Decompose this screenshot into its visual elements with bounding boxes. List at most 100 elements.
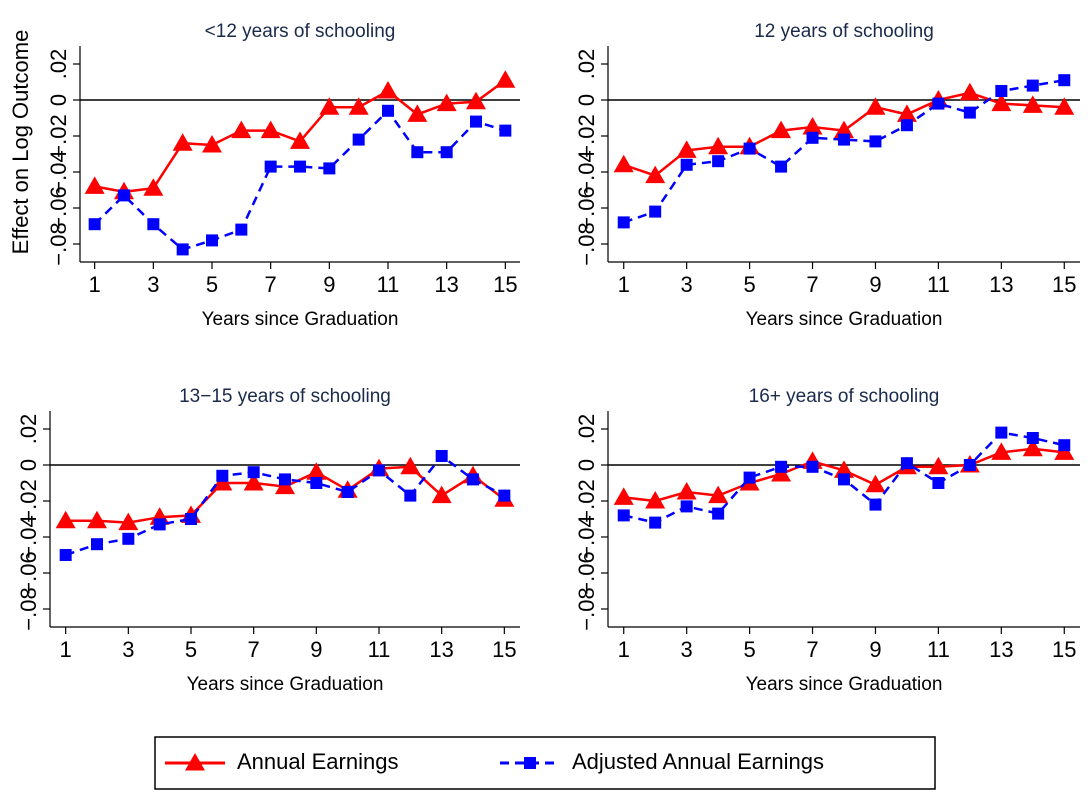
- x-tick-label: 3: [122, 637, 134, 662]
- x-tick-label: 1: [89, 272, 101, 297]
- marker-square: [524, 757, 536, 769]
- marker-square: [373, 464, 385, 477]
- marker-triangle: [319, 97, 340, 115]
- marker-triangle: [378, 81, 398, 99]
- marker-triangle: [991, 442, 1012, 460]
- x-axis-label: Years since Graduation: [202, 309, 399, 330]
- marker-square: [147, 218, 160, 231]
- marker-triangle: [84, 176, 105, 194]
- x-tick-label: 11: [927, 637, 950, 662]
- x-tick-label: 9: [869, 637, 881, 662]
- marker-square: [680, 158, 693, 171]
- y-tick-label: 0: [16, 459, 41, 471]
- marker-triangle: [1054, 97, 1075, 115]
- marker-square: [499, 124, 512, 137]
- marker-square: [118, 189, 130, 202]
- marker-square: [963, 106, 976, 119]
- x-axis-label: Years since Graduation: [746, 674, 943, 695]
- marker-square: [404, 489, 417, 502]
- marker-triangle: [708, 136, 729, 155]
- marker-triangle: [613, 154, 634, 173]
- marker-square: [932, 477, 945, 489]
- marker-triangle: [290, 131, 310, 149]
- y-tick-label: −.02: [574, 114, 599, 157]
- marker-square: [467, 473, 479, 486]
- marker-triangle: [400, 456, 421, 475]
- marker-square: [900, 119, 913, 132]
- marker-square: [900, 457, 913, 470]
- marker-square: [838, 133, 850, 146]
- marker-square: [435, 450, 448, 462]
- marker-triangle: [613, 487, 634, 505]
- x-tick-label: 11: [368, 637, 391, 662]
- marker-square: [712, 507, 725, 520]
- marker-square: [806, 460, 819, 473]
- x-tick-label: 11: [377, 272, 400, 297]
- marker-triangle: [865, 474, 886, 493]
- y-tick-label: −.04: [574, 150, 599, 193]
- marker-square: [440, 146, 453, 159]
- x-tick-label: 3: [681, 272, 693, 297]
- marker-square: [153, 518, 166, 531]
- x-tick-label: 9: [323, 272, 335, 297]
- marker-triangle: [231, 120, 252, 139]
- marker-triangle: [1022, 95, 1043, 113]
- marker-triangle: [708, 485, 729, 504]
- marker-triangle: [645, 165, 666, 184]
- marker-triangle: [172, 133, 193, 151]
- y-tick-label: −.04: [574, 515, 599, 558]
- marker-square: [411, 146, 424, 159]
- marker-square: [1026, 79, 1039, 92]
- marker-square: [310, 477, 323, 489]
- x-tick-label: 1: [618, 272, 630, 297]
- marker-triangle: [802, 117, 823, 135]
- x-tick-label: 15: [1052, 272, 1076, 297]
- marker-square: [680, 500, 693, 513]
- marker-triangle: [928, 456, 949, 475]
- x-tick-label: 5: [743, 272, 755, 297]
- y-tick-label: −.02: [46, 114, 71, 157]
- y-tick-label: −.04: [16, 515, 41, 558]
- marker-square: [264, 160, 277, 173]
- marker-square: [649, 516, 662, 529]
- marker-square: [775, 460, 788, 473]
- x-tick-label: 13: [989, 272, 1013, 297]
- marker-square: [1058, 439, 1071, 452]
- marker-square: [470, 115, 482, 128]
- y-tick-label: 0: [46, 94, 71, 106]
- marker-triangle: [676, 140, 697, 158]
- x-tick-label: 1: [60, 637, 72, 662]
- marker-triangle: [431, 485, 452, 504]
- marker-square: [216, 469, 229, 482]
- x-tick-label: 1: [618, 637, 630, 662]
- marker-square: [869, 135, 882, 148]
- y-tick-label: .02: [16, 414, 41, 445]
- y-tick-label: −.06: [16, 551, 41, 594]
- marker-triangle: [645, 491, 666, 509]
- marker-square: [88, 218, 101, 231]
- marker-square: [743, 471, 756, 484]
- marker-square: [352, 133, 365, 146]
- x-tick-label: 15: [1052, 637, 1076, 662]
- marker-triangle: [436, 93, 457, 112]
- marker-square: [869, 498, 882, 511]
- marker-triangle: [202, 135, 222, 153]
- x-tick-label: 13: [429, 637, 453, 662]
- x-axis-label: Years since Graduation: [187, 674, 384, 695]
- x-tick-label: 9: [869, 272, 881, 297]
- panel-title: 12 years of schooling: [754, 21, 934, 42]
- y-tick-label: −.06: [46, 186, 71, 229]
- marker-square: [995, 85, 1008, 97]
- marker-triangle: [407, 104, 428, 122]
- marker-square: [323, 162, 336, 175]
- x-tick-label: 13: [989, 637, 1013, 662]
- x-tick-label: 11: [927, 272, 950, 297]
- y-axis-label: Effect on Log Outcome: [8, 30, 33, 255]
- marker-triangle: [676, 482, 697, 500]
- marker-square: [498, 489, 511, 502]
- marker-square: [617, 216, 630, 229]
- x-tick-label: 3: [681, 637, 693, 662]
- x-tick-label: 7: [806, 272, 818, 297]
- y-tick-label: 0: [574, 459, 599, 471]
